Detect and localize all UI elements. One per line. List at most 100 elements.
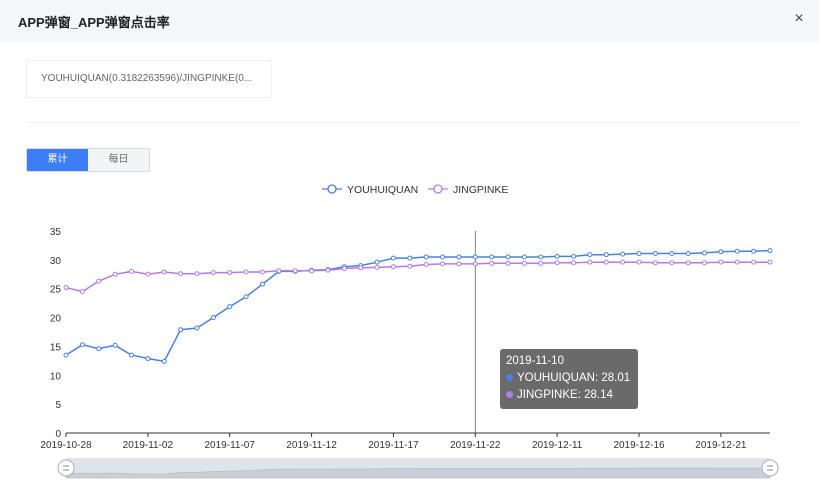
- data-point-jingpinke: [521, 260, 527, 266]
- data-point-jingpinke: [79, 289, 85, 295]
- toggle-cumulative-button[interactable]: 累计: [27, 149, 88, 171]
- data-point-jingpinke: [587, 259, 593, 265]
- y-tick-label: 5: [55, 400, 61, 411]
- data-point-youhuiquan: [341, 264, 347, 270]
- data-point-youhuiquan: [521, 254, 527, 260]
- toggle-daily-button[interactable]: 每日: [88, 149, 149, 171]
- slider-right-handle[interactable]: [761, 459, 779, 477]
- legend-label-jingpinke: JINGPINKE: [453, 184, 508, 196]
- data-point-youhuiquan: [374, 259, 380, 265]
- y-tick-label: 20: [50, 314, 62, 325]
- data-point-youhuiquan: [751, 248, 757, 254]
- legend-marker-icon: [327, 184, 337, 194]
- x-tick-label: 2019-12-11: [532, 440, 583, 451]
- data-point-youhuiquan: [554, 253, 560, 259]
- handle-icon: [761, 459, 779, 477]
- x-tick-label: 2019-11-22: [450, 440, 501, 451]
- dialog-title: APP弹窗_APP弹窗点击率: [18, 15, 170, 30]
- data-point-jingpinke: [358, 265, 364, 271]
- data-point-jingpinke: [669, 260, 675, 266]
- data-point-jingpinke: [440, 261, 446, 267]
- legend-label-youhuiquan: YOUHUIQUAN: [347, 184, 418, 196]
- data-point-jingpinke: [734, 259, 740, 265]
- series-dot-icon: [506, 391, 513, 398]
- data-point-youhuiquan: [96, 346, 102, 352]
- data-zoom-slider[interactable]: [57, 458, 779, 479]
- y-tick-label: 30: [50, 256, 62, 267]
- data-point-youhuiquan: [128, 352, 134, 358]
- data-point-jingpinke: [505, 260, 511, 266]
- data-point-jingpinke: [128, 268, 134, 274]
- data-point-jingpinke: [767, 259, 773, 265]
- close-icon[interactable]: ×: [794, 10, 804, 27]
- data-point-jingpinke: [374, 264, 380, 270]
- x-axis: 2019-10-28 2019-11-02 2019-11-07 2019-11-12…: [40, 432, 770, 451]
- data-point-jingpinke: [96, 278, 102, 284]
- y-tick-label: 0: [55, 429, 61, 440]
- slider-left-handle[interactable]: [57, 459, 75, 477]
- tooltip-date: 2019-11-10: [506, 355, 564, 367]
- data-point-jingpinke: [292, 268, 298, 274]
- x-tick-label: 2019-11-07: [205, 440, 256, 451]
- tooltip-value-youhuiquan: YOUHUIQUAN: 28.01: [517, 372, 631, 384]
- series-line-youhuiquan: [65, 249, 771, 363]
- data-point-jingpinke: [276, 268, 282, 274]
- tooltip-value-jingpinke: JINGPINKE: 28.14: [517, 389, 613, 401]
- data-point-youhuiquan: [620, 251, 626, 257]
- data-point-youhuiquan: [669, 251, 675, 257]
- series-dot-icon: [506, 374, 513, 381]
- data-point-jingpinke: [210, 270, 216, 276]
- data-point-youhuiquan: [390, 255, 396, 261]
- data-point-youhuiquan: [472, 254, 478, 260]
- data-point-youhuiquan: [456, 254, 462, 260]
- data-point-youhuiquan: [440, 254, 446, 260]
- section-divider: [26, 122, 800, 123]
- y-axis: 0 5 10 15 20 25 30 35: [50, 227, 62, 440]
- data-point-youhuiquan: [734, 248, 740, 254]
- data-point-jingpinke: [489, 260, 495, 266]
- x-tick-label: 2019-11-12: [286, 440, 337, 451]
- data-point-jingpinke: [227, 270, 233, 276]
- x-tick-label: 2019-10-28: [40, 440, 92, 451]
- data-point-youhuiquan: [571, 253, 577, 259]
- data-point-youhuiquan: [325, 267, 331, 273]
- series-line-jingpinke: [65, 261, 770, 293]
- handle-icon: [57, 459, 75, 477]
- data-point-jingpinke: [620, 259, 626, 265]
- x-tick-label: 2019-11-02: [123, 440, 174, 451]
- data-point-jingpinke: [571, 260, 577, 266]
- data-point-jingpinke: [685, 260, 691, 266]
- data-point-jingpinke: [636, 259, 642, 265]
- data-point-youhuiquan: [407, 255, 413, 261]
- data-point-youhuiquan: [702, 250, 708, 256]
- data-point-youhuiquan: [227, 304, 233, 310]
- data-point-jingpinke: [341, 266, 347, 272]
- data-point-jingpinke: [456, 261, 462, 267]
- data-point-jingpinke: [751, 259, 757, 265]
- x-tick-label: 2019-12-16: [613, 440, 665, 451]
- data-point-youhuiquan: [210, 315, 216, 321]
- data-point-youhuiquan: [603, 252, 609, 258]
- series-layer: [63, 231, 773, 433]
- metric-card[interactable]: YOUHUIQUAN(0.3182263596)/JINGPINKE(0...: [26, 60, 272, 98]
- data-point-youhuiquan: [243, 294, 249, 300]
- data-point-jingpinke: [603, 259, 609, 265]
- data-point-jingpinke: [554, 260, 560, 266]
- data-point-jingpinke: [407, 263, 413, 269]
- tooltip-row-jingpinke: JINGPINKE: 28.14: [506, 387, 632, 404]
- x-tick-label: 2019-11-17: [368, 440, 419, 451]
- data-point-jingpinke: [652, 260, 658, 266]
- data-point-youhuiquan: [423, 254, 429, 260]
- slider-preview-area: [65, 467, 771, 479]
- data-point-youhuiquan: [178, 327, 184, 333]
- data-point-jingpinke: [309, 268, 315, 274]
- data-point-youhuiquan: [685, 251, 691, 257]
- y-tick-label: 25: [50, 285, 62, 296]
- chart-legend[interactable]: YOUHUIQUAN JINGPINKE: [322, 184, 508, 196]
- data-point-youhuiquan: [276, 268, 282, 274]
- chart-tooltip: 2019-11-10 YOUHUIQUAN: 28.01 JINGPINKE: …: [500, 349, 638, 409]
- dialog-header: APP弹窗_APP弹窗点击率 ×: [0, 0, 819, 42]
- data-point-youhuiquan: [767, 248, 773, 254]
- data-point-jingpinke: [702, 260, 708, 266]
- data-point-jingpinke: [243, 269, 249, 275]
